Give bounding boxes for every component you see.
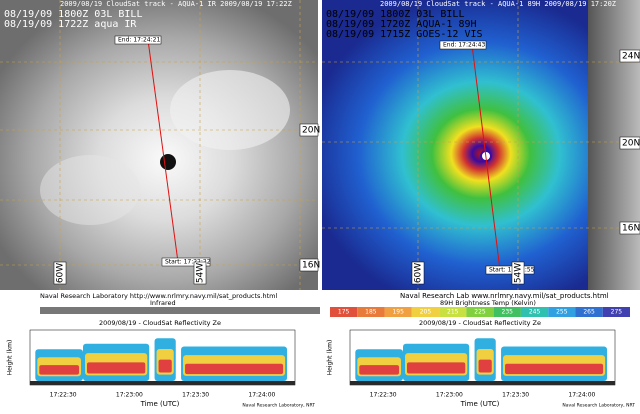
label-box [411, 261, 425, 285]
y-axis-label: Height (km) [7, 340, 14, 376]
ir-panel: 2009/08/19 CloudSat track - AQUA-1 IR 20… [0, 0, 320, 314]
x-axis-label: Time (UTC) [140, 400, 180, 408]
colorbar: 175 185 195 205 215 225 235 245 255 265 275 [330, 307, 630, 317]
label-box [299, 123, 319, 137]
profile-credit: Naval Research Laboratory, NRT [562, 403, 635, 409]
echo [39, 365, 79, 375]
label-box [439, 40, 487, 50]
label-box [619, 221, 640, 235]
colorbar-cell [575, 307, 603, 317]
colorbar-cell [439, 307, 467, 317]
label-box [299, 258, 319, 272]
credit: Naval Research Lab www.nrlmry.navy.mil/s… [400, 292, 609, 300]
cloud [170, 70, 290, 150]
time-tick-label: 17:24:00 [568, 392, 595, 399]
time-tick-label: 17:24:00 [248, 392, 275, 399]
grid [0, 0, 318, 290]
end-label: End: 17:24:43 [443, 42, 485, 49]
time-tick-label: 17:22:30 [50, 392, 77, 399]
time-tick-label: 17:23:00 [116, 392, 143, 399]
panel-title: 2009/08/19 CloudSat track - AQUA-1 89H 2… [380, 0, 616, 8]
label-box [511, 261, 525, 285]
label-box [53, 261, 67, 285]
profile-credit: Naval Research Laboratory, NRT [242, 403, 315, 409]
label-box [619, 49, 640, 63]
profile-title: 2009/08/19 - CloudSat Reflectivity Ze [99, 319, 221, 327]
echo [407, 362, 466, 374]
start-label: Start: 17:22:22 [165, 259, 211, 266]
surface [350, 381, 615, 385]
lat-label: 20N [302, 126, 320, 136]
colorbar-cell [357, 307, 385, 317]
lat-label: 16N [302, 261, 320, 271]
header-line: 08/19/09 1720Z AQUA-1 89H [326, 19, 477, 30]
x-axis-label: Time (UTC) [460, 400, 500, 408]
colorbar-label: 185 [365, 309, 377, 316]
lat-label: 20N [622, 139, 640, 149]
gray-bar [40, 307, 320, 314]
profile-title: 2009/08/19 - CloudSat Reflectivity Ze [419, 319, 541, 327]
track [471, 44, 501, 271]
colorbar-cell [384, 307, 412, 317]
time-tick-label: 17:23:30 [502, 392, 529, 399]
colorbar-label: 225 [474, 309, 486, 316]
label-box [114, 35, 162, 45]
lon-label: 60W [56, 263, 66, 283]
header-line: 08/19/09 1800Z 03L BILL [4, 9, 142, 20]
colorbar-label: 255 [556, 309, 568, 316]
label-box [619, 136, 640, 150]
colorbar-cell [548, 307, 576, 317]
colorbar-cell [493, 307, 521, 317]
surface [30, 381, 295, 385]
lon-label: 54W [196, 263, 206, 283]
panel-title: 2009/08/19 CloudSat track - AQUA-1 IR 20… [60, 0, 292, 8]
colorbar-cell [602, 307, 630, 317]
echo [87, 362, 146, 374]
echo [158, 359, 172, 373]
colorbar-label: 265 [583, 309, 595, 316]
colorbar-cell [520, 307, 549, 317]
header-line: 08/19/09 1715Z GOES-12 VIS [326, 29, 483, 40]
label-box [485, 265, 535, 275]
product: 89H Brightness Temp (Kelvin) [440, 299, 536, 307]
ir-image [0, 0, 318, 290]
echo [359, 365, 399, 375]
colorbar-label: 195 [392, 309, 404, 316]
eye [160, 154, 176, 170]
lon-label: 54W [514, 263, 524, 283]
label-box [193, 261, 207, 285]
y-axis-label: Height (km) [327, 340, 334, 376]
mw-panel: 2009/08/19 CloudSat track - AQUA-1 89H 2… [322, 0, 640, 317]
header-line: 08/19/09 1800Z 03L BILL [326, 9, 464, 20]
lon-label: 60W [414, 263, 424, 283]
colorbar-label: 245 [529, 309, 541, 316]
grid [322, 0, 640, 290]
colorbar-cell [330, 307, 358, 317]
echo [185, 363, 284, 375]
colorbar-cell [411, 307, 440, 317]
header-line: 08/19/09 1722Z aqua IR [4, 19, 137, 30]
time-tick-label: 17:23:00 [436, 392, 463, 399]
colorbar-cell [466, 307, 494, 317]
track [147, 39, 179, 263]
credit: Naval Research Laboratory http://www.nrl… [40, 292, 278, 300]
label-box [161, 257, 211, 267]
echo [505, 363, 604, 375]
colorbar-label: 215 [447, 309, 459, 316]
colorbar-label: 205 [420, 309, 432, 316]
profiles: 2009/08/19 - CloudSat Reflectivity Ze Hei… [7, 319, 636, 409]
colorbar-label: 175 [338, 309, 350, 316]
time-tick-label: 17:23:30 [182, 392, 209, 399]
time-tick-label: 17:22:30 [370, 392, 397, 399]
colorbar-label: 275 [611, 309, 623, 316]
colorbar-label: 235 [502, 309, 514, 316]
product: Infrared [150, 299, 176, 307]
echo [478, 359, 492, 373]
cloud [40, 155, 140, 225]
lat-label: 16N [622, 224, 640, 234]
end-label: End: 17:24:21 [118, 37, 160, 44]
lat-label: 24N [622, 52, 640, 62]
